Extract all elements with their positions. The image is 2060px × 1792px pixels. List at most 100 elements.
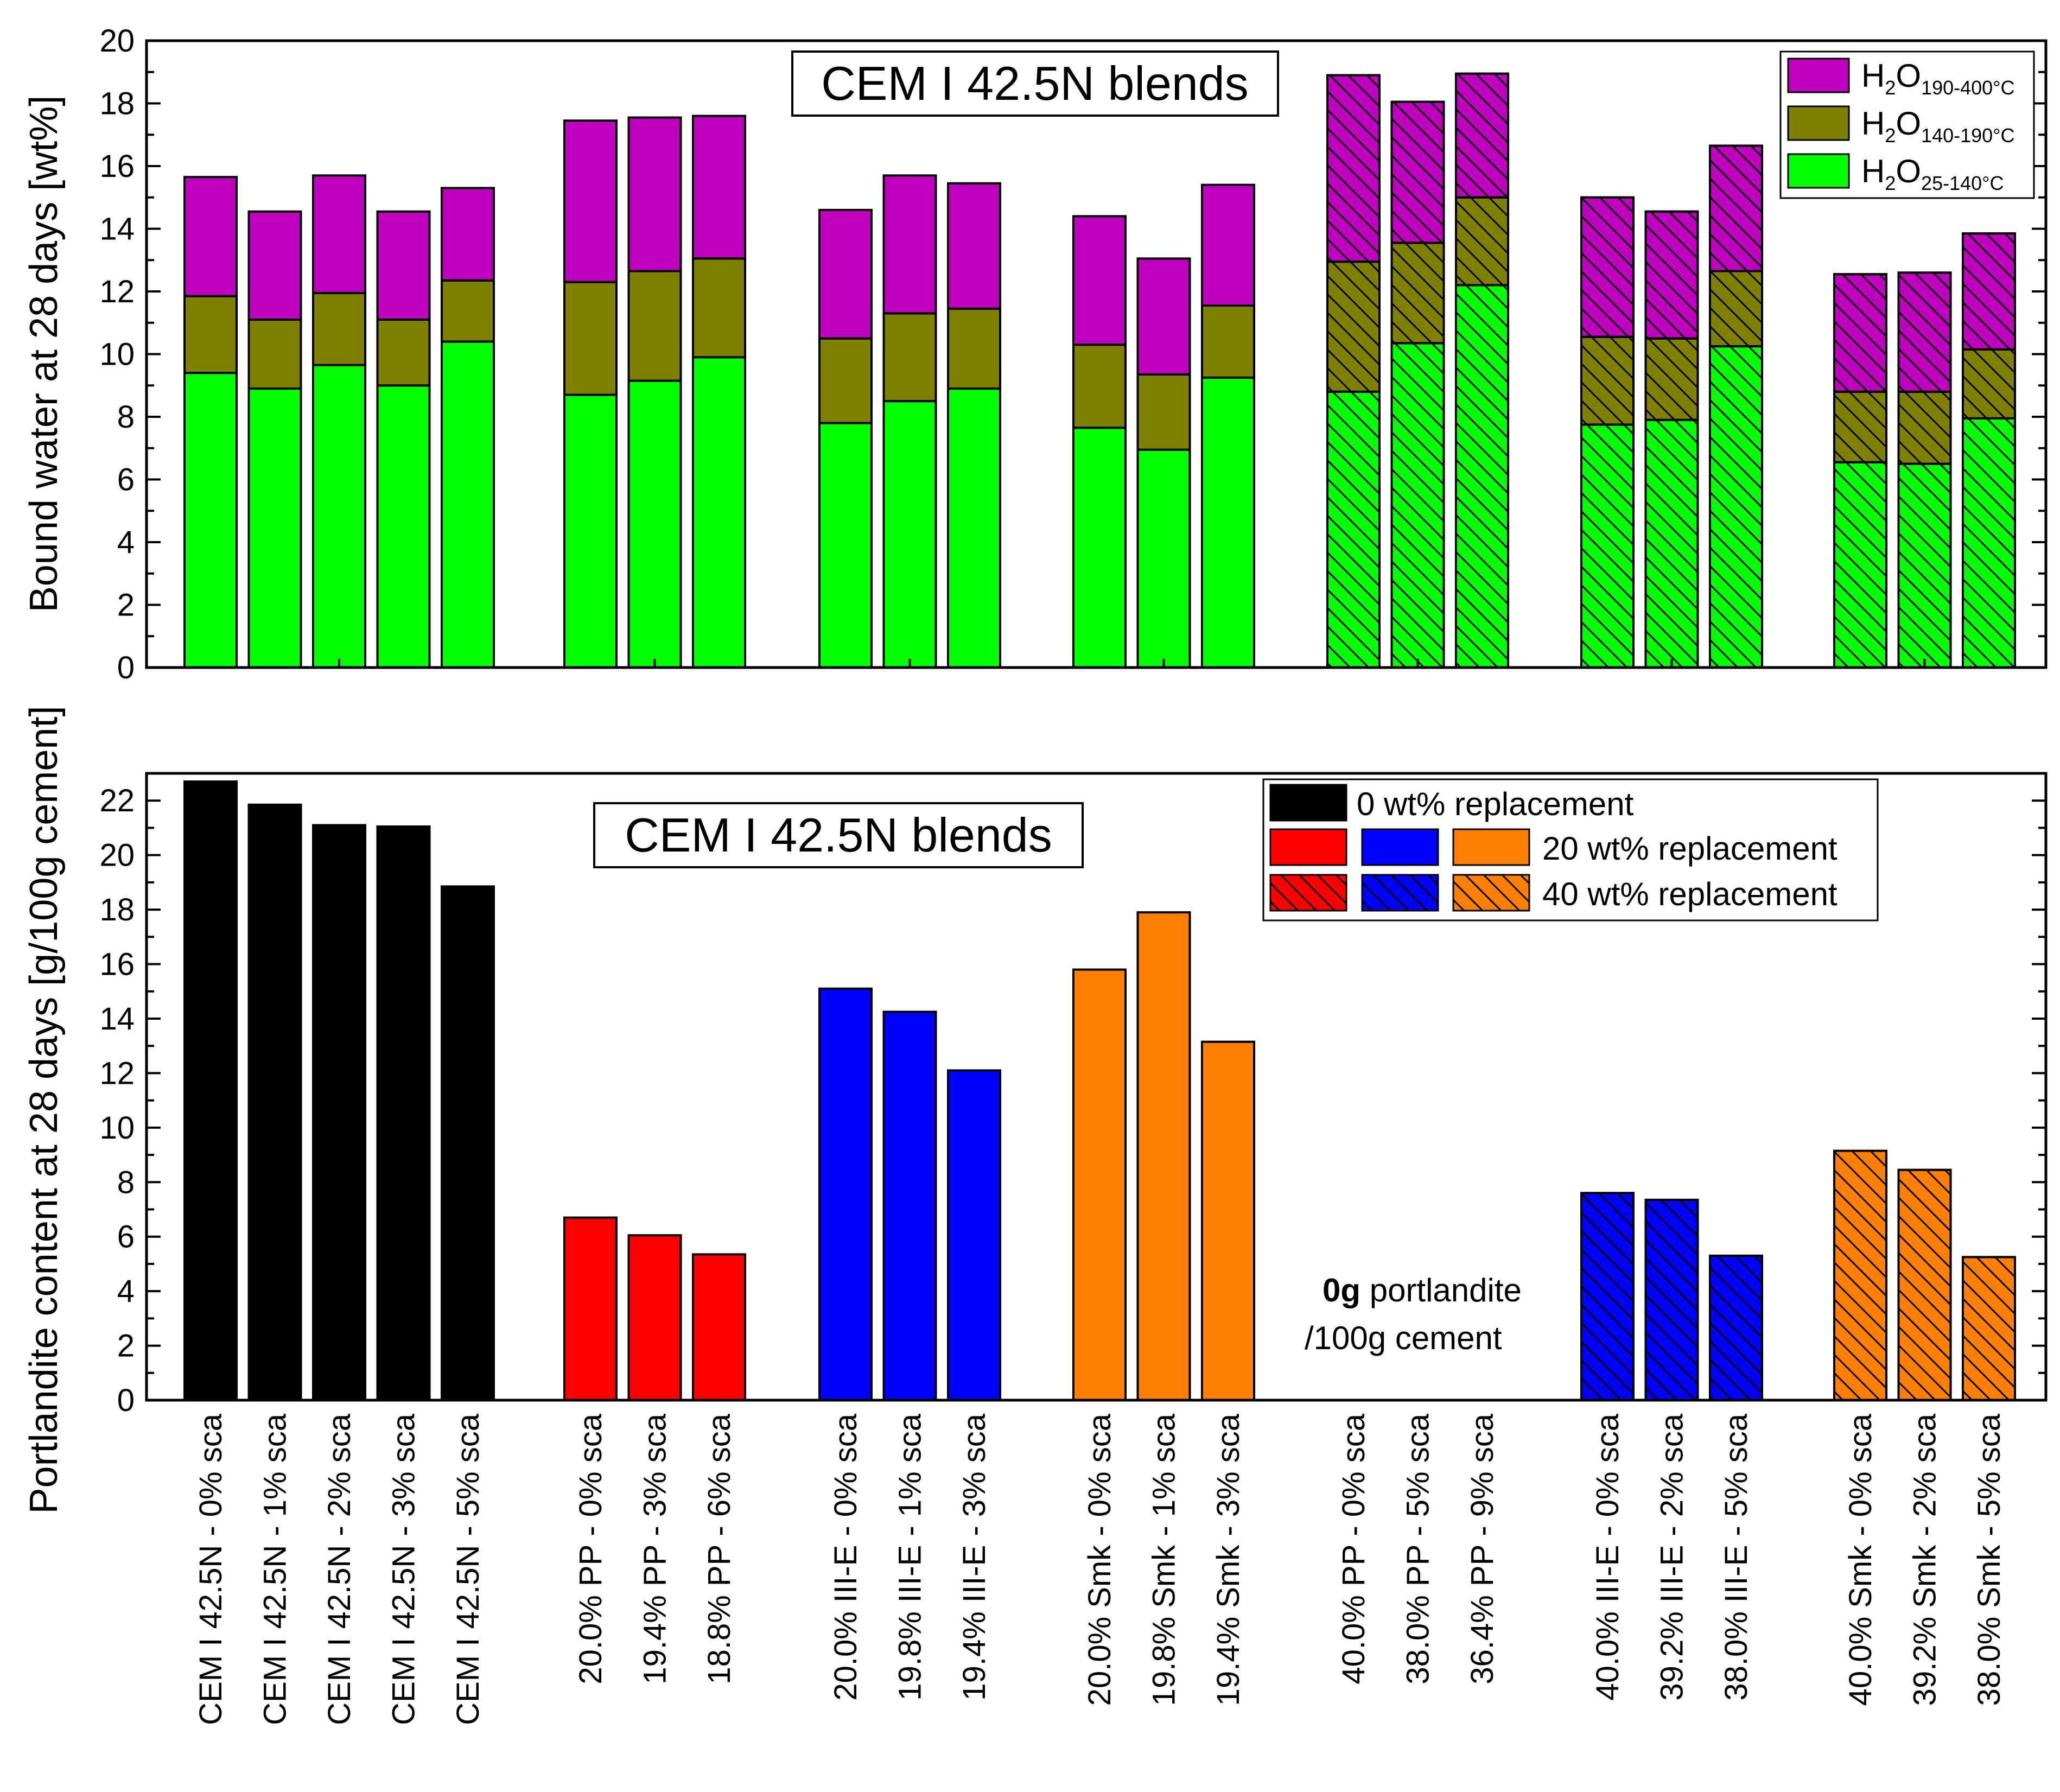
bar-h2o-low-cem-i-42-5n-3-sca — [376, 384, 431, 669]
bar-hatch-portlandite-40-0-smk-0-sca — [1833, 1149, 1887, 1402]
y-tick-label: 16 — [99, 149, 135, 184]
bar-hatch-h2o-low-39-2-iii-e-2-sca — [1644, 418, 1699, 669]
bar-h2o-mid-cem-i-42-5n-3-sca — [376, 318, 431, 387]
bar-h2o-high-19-8-smk-1-sca — [1136, 257, 1191, 376]
legend-swatch-h2o-mid — [1787, 105, 1850, 141]
category-label: CEM I 42.5N - 3% sca — [386, 1413, 422, 1725]
bar-hatch-h2o-high-39-2-smk-2-sca — [1897, 271, 1952, 393]
bar-h2o-mid-19-8-smk-1-sca — [1136, 373, 1191, 451]
y-tick-label: 6 — [117, 462, 135, 498]
bar-hatch-portlandite-40-0-iii-e-0-sca — [1580, 1192, 1635, 1402]
portlandite-y-ticks: 0 2 4 6 8 10 12 14 16 18 20 22 — [99, 772, 2046, 1418]
bar-h2o-low-19-4-iii-e-3-sca — [947, 387, 1001, 669]
bar-h2o-high-19-4-iii-e-3-sca — [947, 182, 1001, 310]
bar-hatch-portlandite-38-0-smk-5-sca — [1962, 1256, 2016, 1401]
bar-hatch-h2o-low-39-2-smk-2-sca — [1897, 462, 1952, 669]
bar-h2o-high-cem-i-42-5n-2-sca — [312, 174, 366, 294]
bar-h2o-high-19-4-smk-3-sca — [1201, 183, 1255, 307]
bar-h2o-mid-19-4-smk-3-sca — [1201, 304, 1255, 379]
category-label: 18.8% PP - 6% sca — [702, 1413, 737, 1684]
bar-h2o-mid-cem-i-42-5n-2-sca — [312, 291, 366, 366]
y-tick-label: 8 — [117, 399, 135, 435]
category-label: 39.2% Smk - 2% sca — [1908, 1413, 1943, 1706]
bar-h2o-low-cem-i-42-5n-2-sca — [312, 364, 366, 669]
portlandite-title: CEM I 42.5N blends — [625, 808, 1052, 862]
bar-h2o-high-20-0-smk-0-sca — [1072, 215, 1127, 346]
bar-portlandite-19-8-smk-1-sca — [1136, 911, 1191, 1401]
bar-hatch-h2o-high-40-0-smk-0-sca — [1833, 273, 1887, 393]
bar-hatch-portlandite-39-2-iii-e-2-sca — [1644, 1198, 1699, 1401]
legend-label-20pct: 20 wt% replacement — [1542, 830, 1838, 867]
bar-hatch-h2o-low-40-0-iii-e-0-sca — [1580, 423, 1635, 669]
category-label: 38.0% III-E - 5% sca — [1719, 1413, 1754, 1700]
bar-hatch-h2o-low-38-0-pp-5-sca — [1390, 342, 1445, 669]
bar-portlandite-19-4-smk-3-sca — [1201, 1040, 1255, 1402]
legend-swatch-0pct-cem — [1269, 784, 1347, 822]
bound-water-title: CEM I 42.5N blends — [821, 56, 1249, 110]
y-tick-label: 22 — [99, 783, 135, 818]
bar-h2o-mid-20-0-smk-0-sca — [1072, 344, 1127, 429]
category-label: CEM I 42.5N - 2% sca — [322, 1413, 357, 1725]
bar-h2o-low-20-0-smk-0-sca — [1072, 427, 1127, 669]
y-tick-label: 18 — [99, 86, 135, 122]
y-tick-label: 12 — [99, 274, 135, 309]
legend-label-40pct: 40 wt% replacement — [1542, 876, 1838, 912]
bar-h2o-high-20-0-pp-0-sca — [563, 119, 618, 283]
bound-water-title-box: CEM I 42.5N blends — [791, 50, 1279, 117]
zero-portlandite-note: 0g portlandite /100g cement — [1305, 1272, 1522, 1356]
portlandite-y-axis-title: Portlandite content at 28 days [g/100g c… — [22, 706, 66, 1514]
bound-water-y-axis-title: Bound water at 28 days [wt%] — [22, 96, 66, 613]
y-tick-label: 0 — [117, 1383, 135, 1418]
bar-portlandite-19-4-iii-e-3-sca — [947, 1069, 1001, 1401]
bar-h2o-high-cem-i-42-5n-3-sca — [376, 210, 431, 321]
bar-h2o-high-20-0-iii-e-0-sca — [818, 208, 873, 340]
category-label: 39.2% III-E - 2% sca — [1655, 1413, 1690, 1700]
y-tick-label: 2 — [117, 588, 135, 623]
legend-swatch-20pct-smk — [1452, 828, 1530, 866]
bar-h2o-low-19-4-pp-3-sca — [627, 379, 682, 669]
portlandite-title-box: CEM I 42.5N blends — [593, 802, 1084, 868]
bar-hatch-h2o-mid-40-0-iii-e-0-sca — [1580, 335, 1635, 426]
bar-hatch-portlandite-38-0-iii-e-5-sca — [1709, 1254, 1763, 1402]
y-tick-label: 0 — [117, 650, 135, 685]
bar-h2o-low-20-0-iii-e-0-sca — [818, 422, 873, 669]
bar-portlandite-cem-i-42-5n-3-sca — [376, 825, 431, 1401]
bar-h2o-low-cem-i-42-5n-1-sca — [247, 387, 302, 669]
y-tick-label: 14 — [99, 212, 135, 247]
bar-h2o-low-19-8-iii-e-1-sca — [882, 400, 937, 669]
bar-portlandite-cem-i-42-5n-2-sca — [312, 824, 366, 1401]
legend-swatch-h2o-high — [1787, 58, 1850, 93]
bar-h2o-low-cem-i-42-5n-0-sca — [183, 372, 238, 669]
category-label: 40.0% III-E - 0% sca — [1590, 1413, 1625, 1700]
bar-h2o-high-19-8-iii-e-1-sca — [882, 174, 937, 315]
bound-water-bars — [183, 72, 2016, 669]
category-label: 38.0% PP - 5% sca — [1401, 1413, 1436, 1684]
portlandite-legend: 0 wt% replacement 20 wt% replacement 40 … — [1262, 778, 1879, 922]
y-tick-label: 20 — [99, 838, 135, 873]
category-label: 36.4% PP - 9% sca — [1465, 1413, 1500, 1684]
bar-hatch-h2o-mid-38-0-pp-5-sca — [1390, 242, 1445, 345]
legend-label-0pct: 0 wt% replacement — [1357, 786, 1634, 822]
bar-portlandite-20-0-iii-e-0-sca — [818, 987, 873, 1401]
bar-h2o-mid-cem-i-42-5n-1-sca — [247, 318, 302, 390]
bar-h2o-low-19-4-smk-3-sca — [1201, 376, 1255, 669]
category-label: 20.0% Smk - 0% sca — [1082, 1413, 1117, 1706]
bar-hatch-h2o-high-38-0-iii-e-5-sca — [1709, 144, 1763, 272]
bar-hatch-h2o-mid-39-2-iii-e-2-sca — [1644, 337, 1699, 421]
bar-hatch-h2o-mid-40-0-smk-0-sca — [1833, 390, 1887, 463]
y-tick-label: 16 — [99, 947, 135, 982]
bar-h2o-low-20-0-pp-0-sca — [563, 393, 618, 669]
y-tick-label: 10 — [99, 1110, 135, 1146]
bar-hatch-h2o-high-39-2-iii-e-2-sca — [1644, 210, 1699, 340]
bar-hatch-h2o-high-36-4-pp-9-sca — [1455, 72, 1509, 199]
bar-hatch-h2o-high-40-0-iii-e-0-sca — [1580, 196, 1635, 338]
bar-portlandite-cem-i-42-5n-1-sca — [247, 803, 302, 1401]
legend-label-h2o-mid: H2O140-190°C — [1861, 105, 2015, 147]
category-label: 38.0% Smk - 5% sca — [1972, 1413, 2007, 1706]
bar-h2o-high-19-4-pp-3-sca — [627, 116, 682, 272]
bar-portlandite-20-0-smk-0-sca — [1072, 968, 1127, 1401]
bar-hatch-h2o-mid-40-0-pp-0-sca — [1326, 260, 1381, 393]
category-label: 40.0% Smk - 0% sca — [1843, 1413, 1878, 1706]
y-tick-label: 8 — [117, 1165, 135, 1200]
